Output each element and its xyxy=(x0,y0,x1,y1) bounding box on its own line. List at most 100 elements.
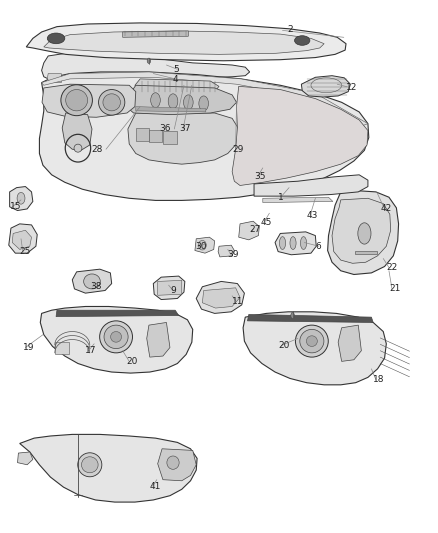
Ellipse shape xyxy=(78,453,102,477)
Ellipse shape xyxy=(47,33,65,44)
Text: 29: 29 xyxy=(232,145,244,154)
Polygon shape xyxy=(202,288,240,308)
Polygon shape xyxy=(332,198,391,263)
Ellipse shape xyxy=(198,240,206,250)
Text: 18: 18 xyxy=(373,375,385,384)
Text: 45: 45 xyxy=(261,219,272,227)
Text: 35: 35 xyxy=(254,173,265,181)
Polygon shape xyxy=(12,230,32,249)
Text: 43: 43 xyxy=(307,212,318,220)
Polygon shape xyxy=(163,131,177,144)
Text: 1: 1 xyxy=(278,193,284,201)
Polygon shape xyxy=(301,76,350,97)
Ellipse shape xyxy=(81,457,98,473)
Ellipse shape xyxy=(151,93,160,108)
Polygon shape xyxy=(263,197,333,203)
Polygon shape xyxy=(147,322,170,357)
Polygon shape xyxy=(126,85,237,115)
Text: 19: 19 xyxy=(23,343,34,352)
Polygon shape xyxy=(328,191,399,274)
Polygon shape xyxy=(123,31,188,37)
Ellipse shape xyxy=(306,336,317,346)
Polygon shape xyxy=(26,23,346,61)
Text: 28: 28 xyxy=(92,145,103,154)
Polygon shape xyxy=(40,306,193,373)
Polygon shape xyxy=(10,187,33,211)
Polygon shape xyxy=(44,31,324,54)
Ellipse shape xyxy=(100,321,132,353)
Polygon shape xyxy=(128,113,239,164)
Polygon shape xyxy=(55,342,69,354)
Ellipse shape xyxy=(110,332,121,342)
Text: 38: 38 xyxy=(90,282,101,291)
Polygon shape xyxy=(136,128,149,141)
Polygon shape xyxy=(18,452,33,465)
Polygon shape xyxy=(9,224,37,253)
Polygon shape xyxy=(62,113,92,150)
Polygon shape xyxy=(243,312,386,385)
Text: 15: 15 xyxy=(10,203,21,211)
Text: 4: 4 xyxy=(173,76,179,84)
Polygon shape xyxy=(153,276,185,300)
Polygon shape xyxy=(218,245,234,257)
Text: 25: 25 xyxy=(20,247,31,256)
Polygon shape xyxy=(195,237,215,253)
Polygon shape xyxy=(196,281,244,313)
Polygon shape xyxy=(275,232,316,255)
Text: 5: 5 xyxy=(173,65,179,74)
Ellipse shape xyxy=(168,94,178,109)
Ellipse shape xyxy=(199,96,208,111)
Polygon shape xyxy=(47,74,61,83)
Polygon shape xyxy=(247,314,373,322)
Ellipse shape xyxy=(358,223,371,244)
Polygon shape xyxy=(158,449,196,481)
Polygon shape xyxy=(338,325,361,361)
Polygon shape xyxy=(355,251,377,254)
Polygon shape xyxy=(39,72,369,200)
Ellipse shape xyxy=(104,325,128,349)
Ellipse shape xyxy=(279,237,286,249)
Polygon shape xyxy=(56,310,179,317)
Text: 20: 20 xyxy=(278,341,290,350)
Ellipse shape xyxy=(291,312,294,319)
Text: 22: 22 xyxy=(386,263,398,272)
Ellipse shape xyxy=(103,94,120,111)
Text: 30: 30 xyxy=(195,242,206,251)
Text: 41: 41 xyxy=(150,482,161,490)
Text: 20: 20 xyxy=(126,357,138,366)
Polygon shape xyxy=(239,221,259,240)
Polygon shape xyxy=(149,130,162,142)
Text: 39: 39 xyxy=(228,251,239,259)
Text: 17: 17 xyxy=(85,346,97,355)
Ellipse shape xyxy=(295,325,328,357)
Ellipse shape xyxy=(74,144,82,152)
Polygon shape xyxy=(254,175,368,196)
Polygon shape xyxy=(42,53,250,80)
Ellipse shape xyxy=(17,192,25,204)
Polygon shape xyxy=(72,269,112,293)
Ellipse shape xyxy=(167,456,179,469)
Text: 6: 6 xyxy=(315,242,321,251)
Polygon shape xyxy=(42,84,136,117)
Text: 36: 36 xyxy=(159,125,171,133)
Polygon shape xyxy=(158,280,182,295)
Text: 37: 37 xyxy=(180,125,191,133)
Text: 9: 9 xyxy=(170,286,176,295)
Text: 42: 42 xyxy=(381,205,392,213)
Polygon shape xyxy=(20,434,197,502)
Ellipse shape xyxy=(300,237,307,249)
Ellipse shape xyxy=(99,90,125,115)
Polygon shape xyxy=(232,86,368,185)
Text: 11: 11 xyxy=(232,297,244,305)
Text: 21: 21 xyxy=(390,285,401,293)
Polygon shape xyxy=(136,107,206,112)
Ellipse shape xyxy=(290,237,296,249)
Text: 12: 12 xyxy=(346,84,357,92)
Ellipse shape xyxy=(147,58,151,63)
Polygon shape xyxy=(135,79,219,92)
Polygon shape xyxy=(42,72,368,127)
Ellipse shape xyxy=(184,95,193,110)
Text: 2: 2 xyxy=(287,25,293,34)
Ellipse shape xyxy=(61,85,92,116)
Ellipse shape xyxy=(84,274,100,289)
